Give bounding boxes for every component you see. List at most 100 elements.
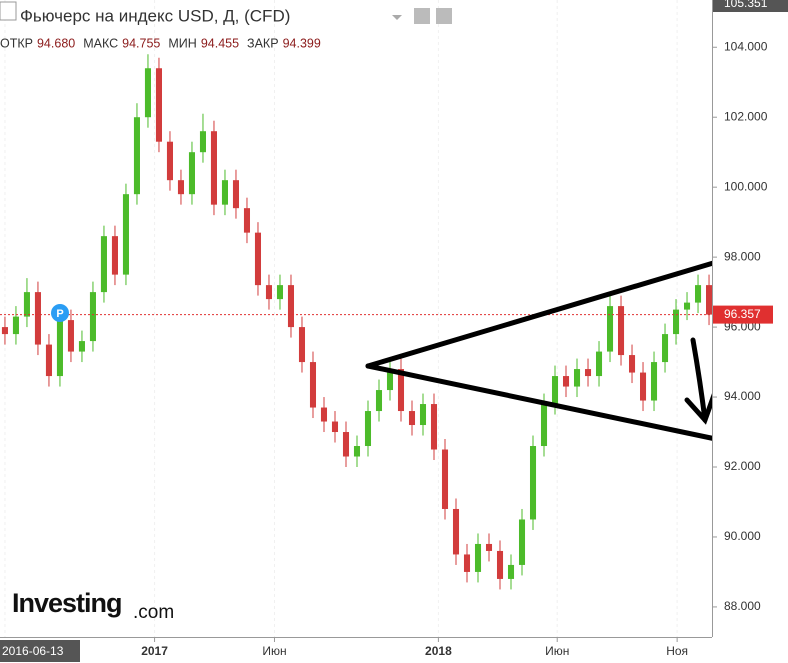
candle-body bbox=[507, 564, 515, 579]
candle-body bbox=[485, 543, 493, 551]
candle-body bbox=[298, 327, 306, 363]
candle-body bbox=[617, 306, 625, 356]
candle-body bbox=[265, 285, 273, 300]
candle-body bbox=[408, 411, 416, 426]
logo-suffix: .com bbox=[133, 602, 174, 623]
x-tick-label: Июн bbox=[545, 644, 569, 658]
candle-body bbox=[386, 369, 394, 391]
candles bbox=[0, 54, 713, 590]
visibility-icon[interactable] bbox=[414, 8, 430, 24]
candle-body bbox=[639, 372, 647, 401]
candle-body bbox=[78, 341, 85, 352]
ohlc-label: ОТКР bbox=[0, 36, 33, 50]
menu-icon[interactable] bbox=[0, 1, 17, 21]
x-tick-label: 2016-06-13 bbox=[2, 644, 64, 658]
candle-body bbox=[606, 306, 614, 352]
candle-body bbox=[254, 232, 262, 286]
x-cursor-label-box bbox=[0, 640, 80, 662]
candle-body bbox=[89, 292, 96, 342]
candle-body bbox=[111, 236, 118, 275]
settings-icon[interactable] bbox=[436, 8, 452, 24]
event-marker-text: P bbox=[56, 308, 63, 320]
last-price-label: 96.357 bbox=[724, 307, 761, 321]
candle-body bbox=[463, 554, 471, 572]
y-tick-label: 104.000 bbox=[724, 39, 768, 53]
candle-body bbox=[309, 362, 317, 408]
candle-body bbox=[100, 236, 107, 293]
candle-body bbox=[23, 292, 30, 317]
candle-body bbox=[221, 180, 229, 205]
candle-body bbox=[684, 302, 691, 310]
y-tick-label: 98.000 bbox=[724, 249, 761, 263]
y-tick-label: 102.000 bbox=[724, 109, 768, 123]
y-tick-label: 100.000 bbox=[724, 179, 768, 193]
candle-body bbox=[320, 407, 328, 422]
candle-body bbox=[518, 519, 526, 565]
candle-body bbox=[650, 362, 658, 401]
candle-body bbox=[133, 117, 140, 195]
candle-body bbox=[364, 411, 372, 447]
x-tick-label: 2018 bbox=[425, 644, 452, 658]
candle-body bbox=[706, 285, 713, 315]
candle-body bbox=[188, 152, 195, 195]
candle-body bbox=[628, 355, 636, 373]
y-tick-label: 88.000 bbox=[724, 599, 761, 613]
candle-body bbox=[287, 285, 295, 328]
candle-body bbox=[166, 141, 173, 181]
ohlc-label: МИН bbox=[168, 36, 196, 50]
candle-body bbox=[562, 376, 570, 387]
x-tick-label: Июн bbox=[262, 644, 286, 658]
logo-main: Investing bbox=[12, 588, 122, 618]
candle-body bbox=[67, 320, 74, 352]
candle-body bbox=[210, 131, 217, 205]
candle-body bbox=[474, 543, 482, 572]
candle-body bbox=[122, 194, 129, 275]
candle-body bbox=[430, 404, 438, 450]
candle-body bbox=[353, 446, 361, 457]
dropdown-icon[interactable] bbox=[392, 15, 402, 20]
candle-body bbox=[1, 327, 8, 335]
ohlc-value: 94.455 bbox=[201, 36, 239, 50]
candle-body bbox=[276, 285, 284, 300]
candle-body bbox=[540, 404, 548, 447]
candle-body bbox=[551, 376, 559, 405]
candle-body bbox=[56, 320, 63, 377]
candle-body bbox=[243, 208, 251, 233]
y-tick-label: 94.000 bbox=[724, 389, 761, 403]
candle-body bbox=[397, 369, 405, 412]
candle-body bbox=[12, 316, 19, 335]
candle-body bbox=[375, 390, 383, 412]
y-tick-label: 92.000 bbox=[724, 459, 761, 473]
event-marker[interactable] bbox=[51, 304, 69, 322]
chart-title: Фьючерс на индекс USD, Д, (CFD) bbox=[20, 6, 290, 25]
candle-body bbox=[452, 508, 460, 555]
candle-body bbox=[342, 432, 350, 457]
trendline bbox=[365, 255, 733, 369]
candle-body bbox=[199, 131, 206, 153]
ohlc-header: ОТКР 94.680 МАКС 94.755 МИН 94.455 ЗАКР 94.399 bbox=[0, 36, 321, 50]
candle-body bbox=[144, 68, 151, 118]
ohlc-value: 94.399 bbox=[283, 36, 321, 50]
trendline bbox=[365, 363, 733, 445]
candle-body bbox=[232, 180, 240, 209]
ohlc-label: ЗАКР bbox=[247, 36, 279, 50]
candle-body bbox=[584, 369, 592, 377]
candle-body bbox=[45, 344, 52, 377]
ohlc-value: 94.680 bbox=[37, 36, 75, 50]
candle-body bbox=[155, 68, 162, 142]
candle-body bbox=[331, 421, 339, 433]
candle-body bbox=[34, 292, 41, 345]
ymax-label: 105.351 bbox=[724, 0, 768, 10]
ohlc-value: 94.755 bbox=[122, 36, 160, 50]
y-tick-label: 90.000 bbox=[724, 529, 761, 543]
candle-body bbox=[573, 369, 581, 387]
candle-body bbox=[529, 446, 537, 520]
candle-body bbox=[496, 550, 504, 579]
candle-body bbox=[419, 404, 427, 426]
candle-body bbox=[661, 334, 669, 363]
candle-body bbox=[673, 309, 680, 335]
candle-body bbox=[595, 351, 603, 377]
